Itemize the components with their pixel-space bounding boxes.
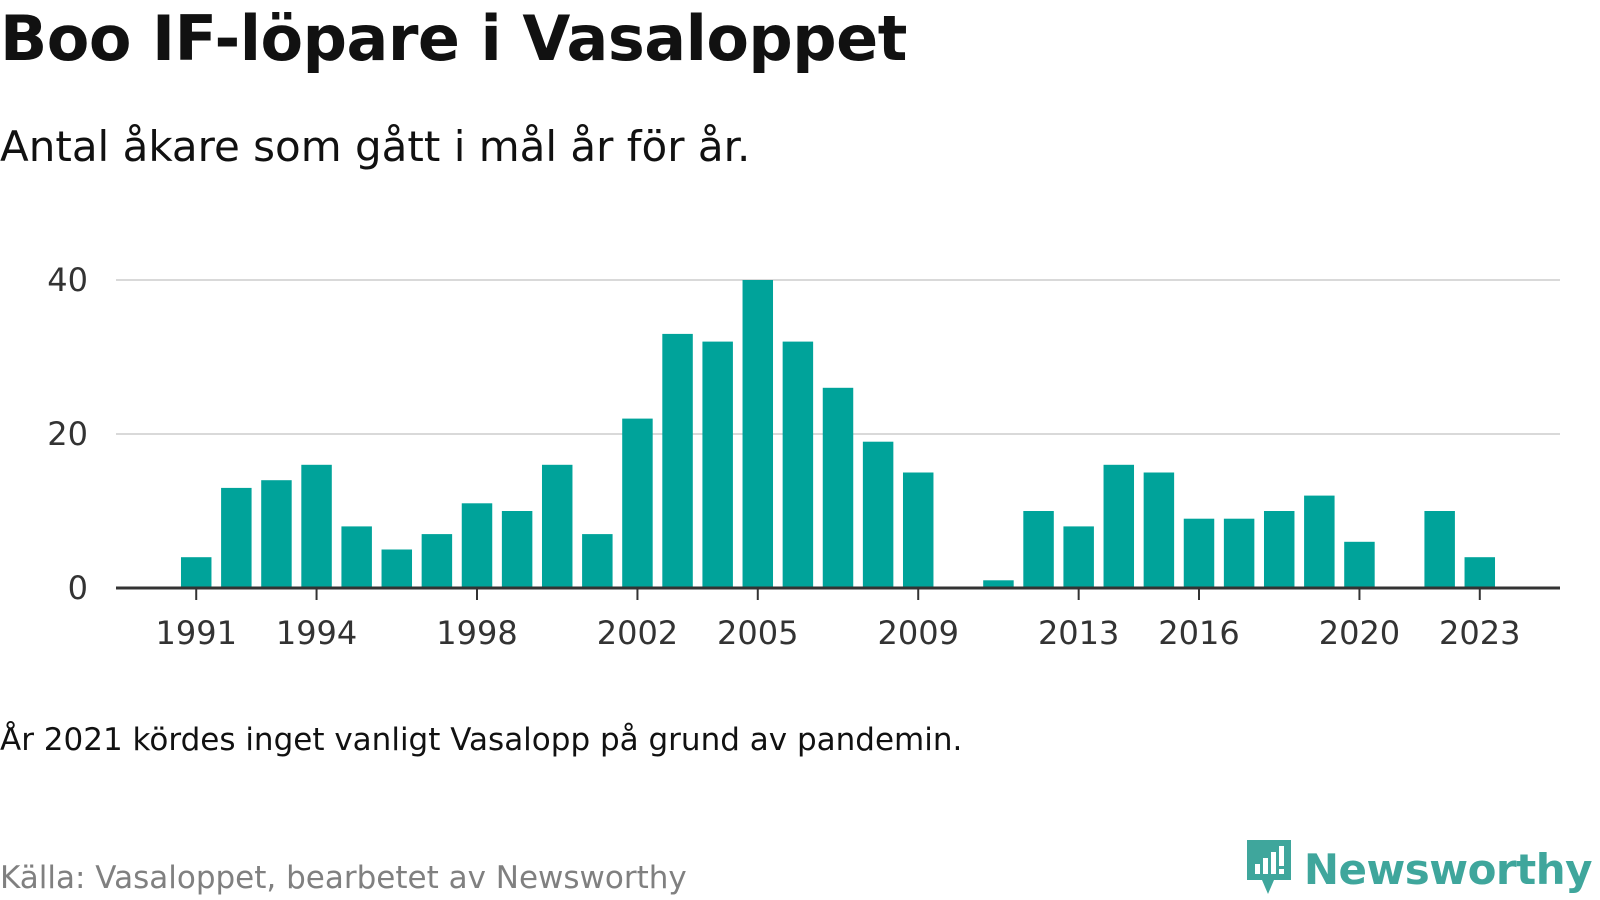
x-tick-label-1994: 1994 (276, 614, 357, 652)
bar-2013 (1063, 526, 1094, 588)
bar-2001 (582, 534, 613, 588)
bar-2003 (662, 333, 693, 588)
bar-2011 (983, 580, 1014, 588)
bar-1999 (501, 511, 533, 588)
x-tick-label-2020: 2020 (1319, 614, 1400, 652)
bar-2008 (862, 441, 894, 588)
bar-2009 (902, 472, 934, 588)
chart-note: År 2021 kördes inget vanligt Vasalopp på… (0, 722, 963, 758)
bar-1994 (301, 464, 332, 588)
x-tick-label-2016: 2016 (1158, 614, 1239, 652)
bar-chart: 0 20 40 1991 1994 1998 2002 2005 2009 2013 2016 20… (47, 261, 1560, 652)
x-tick-label-2002: 2002 (597, 614, 678, 652)
bar-1995 (341, 526, 372, 588)
bar-2000 (541, 464, 573, 588)
newsworthy-logo-icon (1244, 838, 1294, 900)
bar-2012 (1023, 511, 1054, 588)
bar-2018 (1263, 511, 1295, 588)
bar-2020 (1344, 541, 1375, 588)
bar-1992 (221, 487, 252, 588)
x-tick-label-1998: 1998 (436, 614, 517, 652)
bar-2005 (742, 280, 774, 588)
bar-2015 (1143, 472, 1175, 588)
chart-source: Källa: Vasaloppet, bearbetet av Newswort… (0, 860, 687, 896)
bar-2014 (1103, 464, 1135, 588)
x-tick-labels: 1991 1994 1998 2002 2005 2009 2013 2016 2020 2023 (156, 614, 1521, 652)
chart-title: Boo IF-löpare i Vasaloppet (0, 2, 907, 75)
bars (180, 280, 1496, 588)
bar-2007 (822, 387, 854, 588)
bar-2023 (1464, 557, 1496, 588)
x-tick-label-1991: 1991 (156, 614, 237, 652)
bar-2017 (1223, 518, 1255, 588)
bar-1997 (421, 534, 453, 588)
bar-1996 (381, 549, 413, 588)
bar-1991 (180, 557, 212, 588)
bar-1993 (261, 480, 292, 588)
y-tick-label-40: 40 (47, 261, 88, 299)
x-tick-label-2013: 2013 (1038, 614, 1119, 652)
bar-2022 (1424, 511, 1455, 588)
bar-1998 (461, 503, 493, 588)
bar-2006 (782, 341, 814, 588)
bar-2019 (1304, 495, 1335, 588)
x-tick-label-2009: 2009 (878, 614, 959, 652)
x-tick-label-2023: 2023 (1439, 614, 1520, 652)
x-axis (116, 586, 1560, 600)
brand-logo: Newsworthy (1244, 838, 1593, 900)
brand-name: Newsworthy (1303, 844, 1593, 894)
x-tick-label-2005: 2005 (717, 614, 798, 652)
bar-2004 (702, 341, 733, 588)
y-tick-labels: 0 20 40 (47, 261, 88, 607)
bar-2002 (622, 418, 653, 588)
bar-2016 (1183, 518, 1215, 588)
y-tick-label-0: 0 (68, 569, 88, 607)
y-tick-label-20: 20 (47, 415, 88, 453)
chart-subtitle: Antal åkare som gått i mål år för år. (0, 122, 751, 171)
